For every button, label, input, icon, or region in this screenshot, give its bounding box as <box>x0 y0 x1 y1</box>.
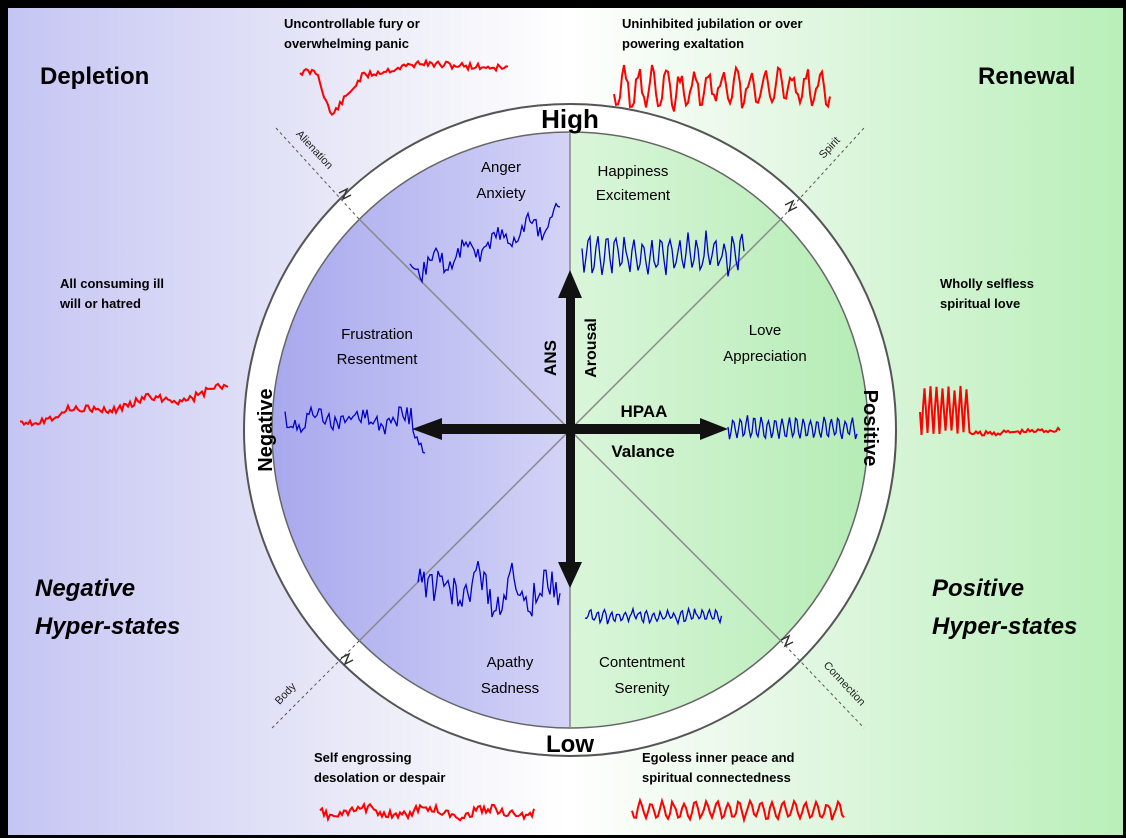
axis-label-valance: Valance <box>611 442 674 461</box>
trace-hatred <box>20 382 229 427</box>
horizontal-axis-shaft <box>436 424 706 434</box>
caption-top-right-2: powering exaltation <box>622 36 744 51</box>
axis-label-arousal: Arousal <box>583 318 600 378</box>
axis-label-ans: ANS <box>541 340 560 376</box>
ring-label-low: Low <box>546 731 594 758</box>
arrow-right-head <box>700 418 728 440</box>
axis-label-hpaa: HPAA <box>621 402 668 421</box>
label-anger: Anger <box>481 159 521 176</box>
label-anxiety: Anxiety <box>476 185 526 202</box>
arrow-left-head <box>412 418 442 440</box>
break-marks <box>338 187 798 666</box>
label-resentment: Resentment <box>337 351 419 368</box>
arrow-up-head <box>558 270 582 298</box>
emotion-traces <box>284 202 858 626</box>
ring-label-negative: Negative <box>255 388 277 471</box>
hyper-captions: Uncontrollable fury or overwhelming pani… <box>59 16 1034 785</box>
caption-mid-left-1: All consuming ill <box>60 276 164 291</box>
ring-label-positive: Positive <box>859 390 881 467</box>
trace-despair <box>319 801 535 823</box>
label-contentment: Contentment <box>599 654 686 671</box>
label-sadness: Sadness <box>481 680 539 697</box>
trace-jubilation <box>613 64 831 112</box>
positive-hyper-states-line2: Hyper-states <box>932 613 1077 640</box>
trace-love <box>727 415 858 440</box>
caption-bottom-right-2: spiritual connectedness <box>642 770 791 785</box>
trace-inner-peace <box>631 797 845 824</box>
trace-fury-panic <box>299 58 509 117</box>
arrow-down-head <box>558 562 582 588</box>
axis-arrows <box>412 270 728 588</box>
caption-top-left-1: Uncontrollable fury or <box>284 16 420 31</box>
caption-top-right-1: Uninhibited jubilation or over <box>622 16 803 31</box>
caption-bottom-right-1: Egoless inner peace and <box>642 750 795 765</box>
label-serenity: Serenity <box>614 680 670 697</box>
trace-selfless-love <box>919 385 1061 437</box>
label-apathy: Apathy <box>487 654 534 671</box>
trace-contentment <box>584 606 723 626</box>
caption-bottom-left-2: desolation or despair <box>314 770 445 785</box>
label-excitement: Excitement <box>596 187 671 204</box>
emotion-labels: Anger Anxiety Happiness Excitement Frust… <box>337 159 807 697</box>
label-happiness: Happiness <box>598 163 669 180</box>
depletion-heading: Depletion <box>40 63 149 90</box>
label-frustration: Frustration <box>341 326 413 343</box>
trace-happiness <box>581 230 745 277</box>
trace-apathy <box>417 560 561 618</box>
caption-top-left-2: overwhelming panic <box>284 36 409 51</box>
caption-mid-right-2: spiritual love <box>940 296 1020 311</box>
negative-hyper-states-line1: Negative <box>35 575 135 602</box>
trace-frustration <box>284 404 426 454</box>
trace-anger-anxiety <box>409 202 561 284</box>
renewal-heading: Renewal <box>978 63 1075 90</box>
caption-mid-right-1: Wholly selfless <box>940 276 1034 291</box>
label-appreciation: Appreciation <box>723 348 806 365</box>
caption-bottom-left-1: Self engrossing <box>314 750 412 765</box>
label-love: Love <box>749 322 782 339</box>
ring-label-high: High <box>541 104 599 134</box>
caption-mid-left-2: will or hatred <box>59 296 141 311</box>
positive-hyper-states-line1: Positive <box>932 575 1024 602</box>
hyper-state-traces <box>20 58 1061 824</box>
negative-hyper-states-line2: Hyper-states <box>35 613 180 640</box>
